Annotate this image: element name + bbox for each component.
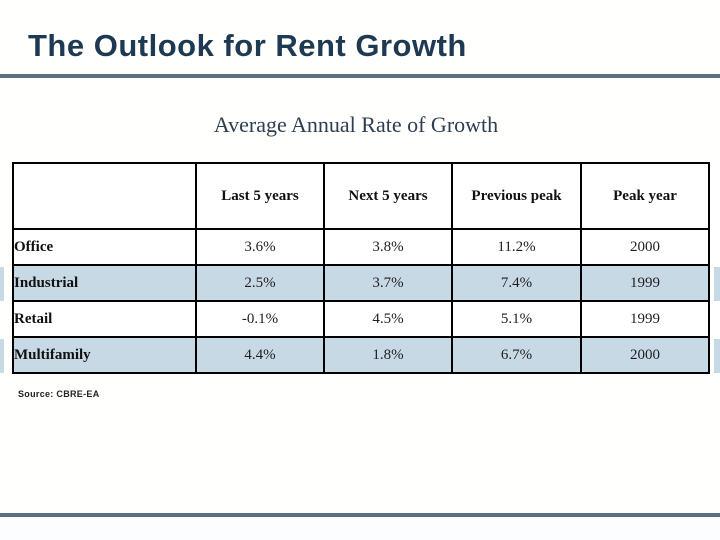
slide-title: The Outlook for Rent Growth [28, 28, 467, 63]
table-cell: 1.8% [323, 336, 453, 374]
header-cell-last-5-years: Last 5 years [195, 162, 325, 230]
bottom-divider-rule [0, 513, 720, 517]
table-header-row: Last 5 years Next 5 years Previous peak … [12, 162, 710, 230]
table-row-retail: Retail -0.1% 4.5% 5.1% 1999 [12, 300, 710, 338]
header-cell-next-5-years: Next 5 years [323, 162, 453, 230]
table-cell: 1999 [580, 264, 710, 302]
table-cell: 5.1% [451, 300, 582, 338]
table-cell: 4.4% [195, 336, 325, 374]
table-cell: 11.2% [451, 228, 582, 266]
bottom-margin-strip [0, 517, 720, 540]
table-cell: 2000 [580, 336, 710, 374]
table-title: Average Annual Rate of Growth [213, 112, 499, 137]
row-label: Retail [12, 300, 197, 338]
table-cell: 1999 [580, 300, 710, 338]
row-shade-bleed-left-industrial [0, 267, 4, 301]
table-cell: 2000 [580, 228, 710, 266]
header-cell-empty [12, 162, 197, 230]
rent-growth-table: Last 5 years Next 5 years Previous peak … [12, 162, 710, 374]
table-cell: 2.5% [195, 264, 325, 302]
source-note: Source: CBRE-EA [18, 389, 100, 399]
table-cell: 4.5% [323, 300, 453, 338]
table-cell: -0.1% [195, 300, 325, 338]
table-cell: 3.6% [195, 228, 325, 266]
table-row-office: Office 3.6% 3.8% 11.2% 2000 [12, 228, 710, 266]
row-shade-bleed-right-industrial [714, 267, 720, 301]
table-cell: 3.8% [323, 228, 453, 266]
table-row-multifamily: Multifamily 4.4% 1.8% 6.7% 2000 [12, 336, 710, 374]
row-label: Office [12, 228, 197, 266]
table-row-industrial: Industrial 2.5% 3.7% 7.4% 1999 [12, 264, 710, 302]
title-divider-rule [0, 74, 720, 78]
table-cell: 7.4% [451, 264, 582, 302]
rent-growth-table-container: Last 5 years Next 5 years Previous peak … [12, 162, 710, 374]
row-shade-bleed-left-multifamily [0, 339, 4, 373]
table-cell: 3.7% [323, 264, 453, 302]
row-label: Industrial [12, 264, 197, 302]
header-cell-previous-peak: Previous peak [451, 162, 582, 230]
row-shade-bleed-right-multifamily [714, 339, 720, 373]
header-cell-peak-year: Peak year [580, 162, 710, 230]
table-cell: 6.7% [451, 336, 582, 374]
row-label: Multifamily [12, 336, 197, 374]
